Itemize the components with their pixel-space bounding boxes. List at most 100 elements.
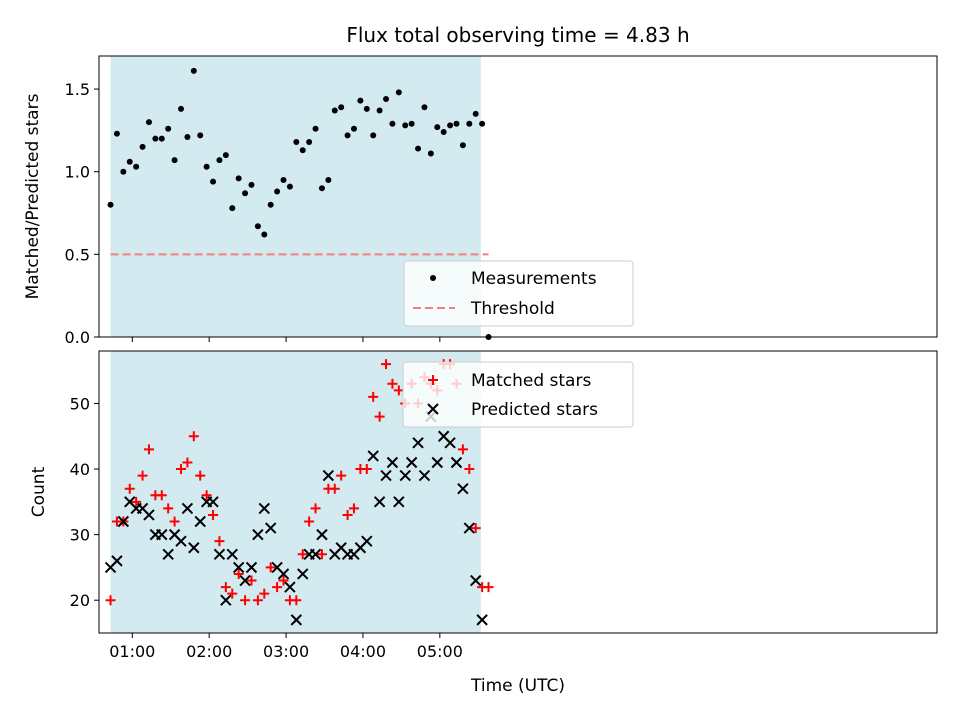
data-point [229,205,236,212]
data-point [227,588,238,599]
x-tick-label: 02:00 [186,642,232,661]
data-point [242,190,249,197]
data-point [259,588,270,599]
data-point [309,548,322,561]
data-point [306,138,313,145]
data-point [412,437,424,449]
data-point [370,132,377,139]
data-point [444,437,456,449]
y-axis-label: Matched/Predicted stars [23,93,43,299]
data-point [286,183,293,190]
data-point [318,185,325,192]
data-point [207,496,219,508]
y-tick-label: 40 [70,460,90,479]
data-point [361,535,373,547]
data-point [175,535,187,547]
data-point [363,105,370,112]
data-point [197,132,204,139]
data-point [158,135,165,142]
data-point [272,582,283,593]
data-point [367,450,379,462]
data-point [380,469,392,482]
data-point [195,470,206,481]
data-point [393,496,405,508]
legend-label: Threshold [470,299,555,319]
data-point [421,104,428,111]
data-point [459,142,466,149]
data-point [325,176,332,183]
data-point [181,502,194,515]
legend-dot-icon [430,275,436,281]
x-tick-label: 03:00 [263,642,309,661]
data-point [143,509,155,521]
legend-top-panel: Measurements Threshold [403,260,634,327]
data-point [194,515,206,528]
data-point [278,575,289,586]
series-predicted-stars [104,410,488,626]
data-point [240,595,251,606]
data-point [399,469,411,482]
data-point [222,152,229,159]
data-point [408,120,415,127]
data-point [342,509,353,520]
data-point [463,522,476,534]
data-point [265,562,276,573]
data-point [252,528,264,541]
data-point [203,163,210,170]
data-point [235,175,242,182]
data-point [188,542,200,554]
y-tick-label: 0.5 [65,245,90,264]
data-point [113,130,120,137]
data-point [483,582,494,593]
data-point [350,125,357,132]
data-point [338,104,345,111]
legend-bottom-panel: Matched stars Predicted stars [402,361,634,428]
data-point [457,483,469,495]
data-point [431,456,443,469]
data-point [386,456,399,469]
data-point [245,561,258,574]
data-point [120,168,127,175]
data-point [152,135,159,142]
y-tick-label: 50 [70,394,90,413]
data-point [188,431,199,442]
data-point [415,145,422,152]
data-point [139,143,146,150]
data-point [310,503,321,514]
data-point [220,594,232,606]
legend-label: Matched stars [471,371,591,391]
panel-1: 0.0 0.5 1.0 1.5 Matched/Predicted stars [23,55,938,347]
data-point [329,483,340,494]
data-point [163,503,174,514]
data-point [280,176,287,183]
data-point [277,568,290,580]
data-point [254,223,261,230]
data-point [233,568,244,579]
data-point [210,178,217,185]
data-point [105,595,116,606]
data-point [107,201,114,208]
data-point [284,581,296,593]
data-point [184,133,191,140]
y-tick-label: 20 [70,591,90,610]
data-point [124,483,135,494]
axes-frame [98,350,938,634]
data-point [393,385,404,396]
data-point [322,469,335,482]
data-point [331,107,338,114]
data-point [190,67,197,74]
data-point [178,105,185,112]
data-point [137,470,148,481]
data-point [427,150,434,157]
data-point [373,496,386,508]
data-point [405,456,418,469]
data-point [171,157,178,164]
data-point [344,132,351,139]
data-point [232,561,245,574]
data-point [252,595,263,606]
data-point [131,496,142,507]
x-tick-label: 04:00 [340,642,386,661]
data-point [368,391,379,402]
data-point [293,138,300,145]
